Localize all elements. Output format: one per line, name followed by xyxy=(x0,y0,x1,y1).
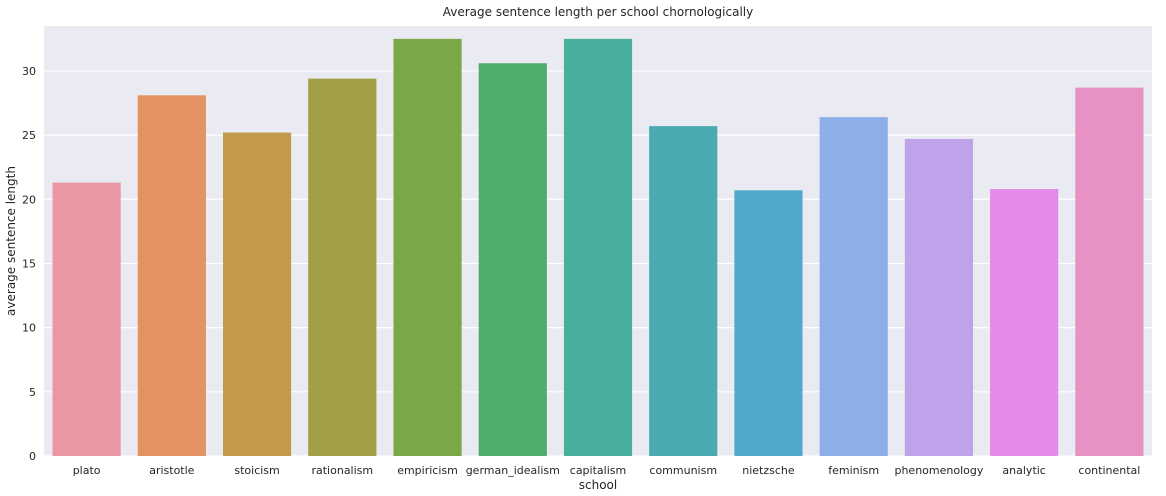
x-tick-label: german_idealism xyxy=(466,464,560,477)
x-tick-label: feminism xyxy=(828,464,879,477)
bar-empiricism xyxy=(393,38,462,457)
x-tick-label: nietzsche xyxy=(742,464,795,477)
bar-communism xyxy=(649,126,718,457)
y-tick-label: 30 xyxy=(22,65,36,78)
y-tick-label: 20 xyxy=(22,193,36,206)
y-tick-label: 25 xyxy=(22,129,36,142)
bar-nietzsche xyxy=(734,190,803,456)
bar-analytic xyxy=(990,189,1059,456)
x-tick-label: phenomenology xyxy=(894,464,983,477)
bar-plato xyxy=(52,182,121,456)
bar-capitalism xyxy=(563,38,633,457)
x-tick-label: stoicism xyxy=(234,464,279,477)
bar-aristotle xyxy=(137,95,206,457)
y-tick-label: 5 xyxy=(29,386,36,399)
x-tick-label: empiricism xyxy=(397,464,458,477)
x-tick-labels: plato aristotle stoicism rationalism empiric… xyxy=(73,464,1141,477)
x-tick-label: aristotle xyxy=(149,464,194,477)
x-tick-label: capitalism xyxy=(570,464,626,477)
x-tick-label: communism xyxy=(649,464,717,477)
y-tick-label: 15 xyxy=(22,257,36,270)
bar-stoicism xyxy=(222,132,292,457)
x-axis-label: school xyxy=(579,478,617,492)
x-tick-label: continental xyxy=(1078,464,1140,477)
bar-continental xyxy=(1075,87,1144,456)
x-tick-label: plato xyxy=(73,464,101,477)
y-axis-label: average sentence length xyxy=(4,166,18,316)
bar-german-idealism xyxy=(478,63,547,457)
bar-phenomenology xyxy=(904,138,974,456)
bars xyxy=(52,38,1144,457)
bar-rationalism xyxy=(308,78,377,457)
y-tick-label: 10 xyxy=(22,322,36,335)
y-tick-labels: 0 5 10 15 20 25 30 xyxy=(22,65,36,463)
bar-feminism xyxy=(819,117,888,456)
chart-title: Average sentence length per school chorn… xyxy=(443,5,753,19)
x-tick-label: analytic xyxy=(1002,464,1045,477)
y-tick-label: 0 xyxy=(29,450,36,463)
x-tick-label: rationalism xyxy=(311,464,373,477)
